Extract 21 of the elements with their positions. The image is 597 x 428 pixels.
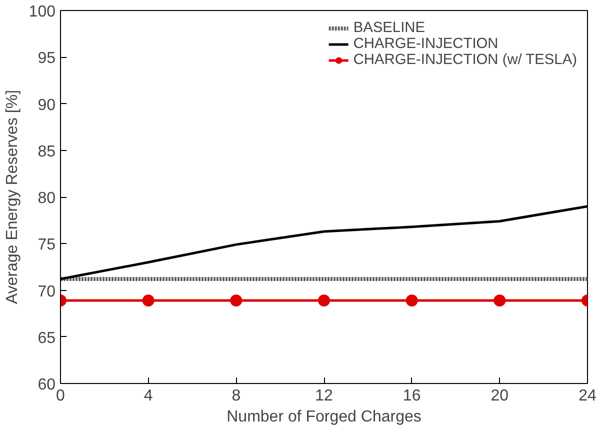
y-tick-label: 65 (38, 330, 56, 347)
y-tick-label: 100 (28, 4, 56, 20)
y-tick-label: 80 (38, 190, 56, 207)
y-tick-label: 85 (38, 143, 56, 160)
x-axis-title: Number of Forged Charges (226, 408, 422, 426)
x-tick-label: 24 (578, 388, 596, 404)
y-tick-label: 75 (38, 236, 56, 254)
legend-label: BASELINE (353, 20, 426, 36)
y-tick-label: 70 (38, 283, 56, 300)
x-tick-label: 0 (56, 388, 66, 404)
x-tick-label: 4 (144, 388, 153, 404)
legend-label: CHARGE-INJECTION (353, 36, 498, 52)
y-axis-title: Average Energy Reserves [%] (4, 90, 21, 304)
x-tick-label: 16 (402, 388, 421, 404)
y-tick-label: 60 (38, 376, 56, 394)
x-tick-label: 20 (490, 388, 509, 404)
y-tick-label: 95 (38, 50, 56, 68)
x-tick-label: 12 (315, 388, 333, 404)
legend-label: CHARGE-INJECTION (w/ TESLA) (353, 52, 577, 68)
y-tick-label: 90 (38, 96, 56, 114)
x-tick-label: 8 (232, 388, 241, 404)
